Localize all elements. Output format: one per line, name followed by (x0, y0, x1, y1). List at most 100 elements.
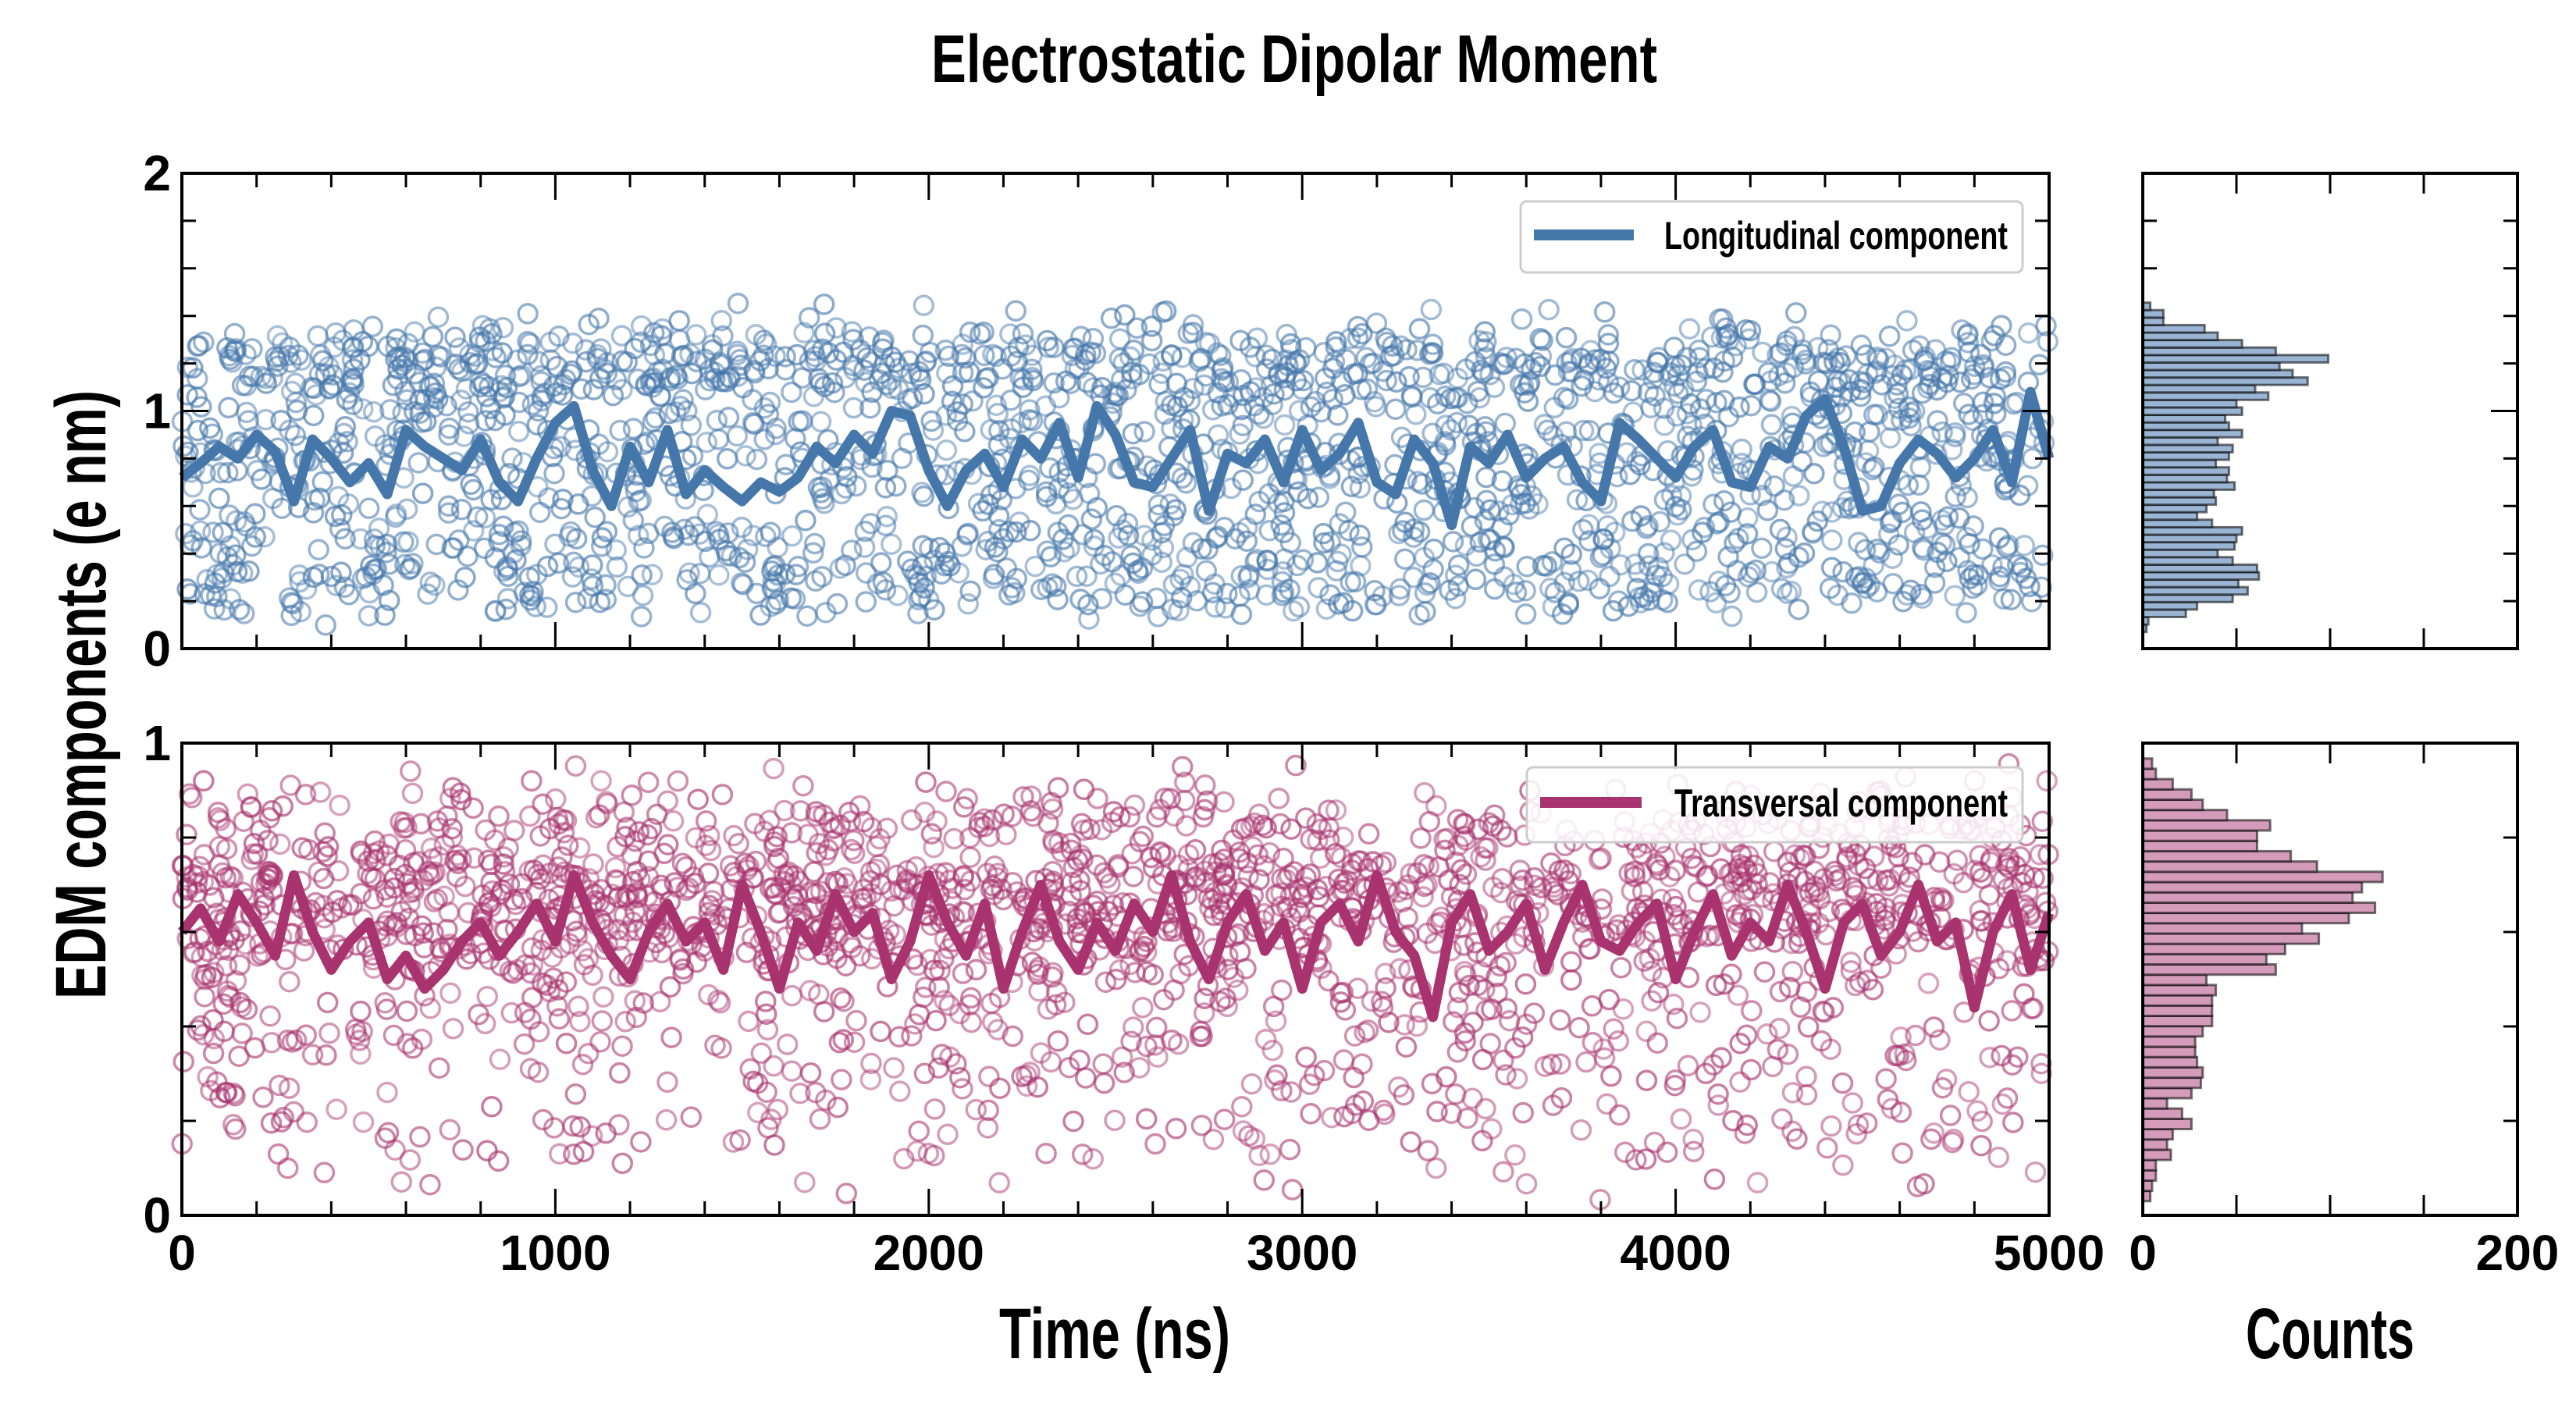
scatter-point (1408, 604, 1430, 626)
scatter-point (228, 1045, 250, 1067)
scatter-point (547, 552, 570, 574)
scatter-point (1891, 1142, 1913, 1165)
scatter-point (1670, 485, 1692, 507)
scatter-point (730, 354, 752, 376)
scatter-point (941, 390, 963, 413)
scatter-point (1076, 372, 1098, 393)
scatter-point (418, 865, 441, 887)
scatter-point (269, 833, 291, 855)
scatter-point (395, 923, 418, 945)
scatter-point (1713, 973, 1735, 995)
scatter-point (1595, 357, 1617, 379)
scatter-point (815, 1089, 837, 1112)
scatter-point (1811, 500, 1834, 522)
scatter-point (1971, 538, 1994, 560)
scatter-point (1676, 347, 1698, 368)
scatter-point (336, 430, 358, 453)
scatter-point (212, 862, 234, 884)
scatter-point (1357, 1019, 1379, 1041)
scatter-point (660, 1026, 682, 1048)
scatter-point (1939, 1104, 1962, 1126)
scatter-point (474, 507, 496, 529)
scatter-point (1498, 1009, 1521, 1032)
scatter-point (667, 770, 689, 792)
scatter-point (896, 869, 918, 891)
scatter-point (632, 585, 654, 606)
scatter-point (1881, 547, 1904, 569)
scatter-point (1888, 846, 1909, 868)
scatter-point (266, 325, 289, 347)
scatter-point (1905, 1024, 1927, 1047)
scatter-point (1663, 1074, 1686, 1097)
histogram-bar (2141, 942, 2286, 955)
scatter-point (2024, 1161, 2047, 1183)
scatter-point (1154, 787, 1176, 809)
scatter-point (501, 447, 523, 469)
scatter-point (635, 375, 657, 397)
scatter-point (423, 891, 446, 912)
scatter-point (1727, 528, 1749, 550)
scatter-point (596, 351, 618, 374)
scatter-point (247, 945, 269, 967)
scatter-point (1756, 1023, 1778, 1045)
scatter-point (1190, 1020, 1212, 1043)
scatter-point (853, 536, 876, 558)
scatter-point (1854, 857, 1877, 880)
scatter-point (337, 493, 360, 515)
scatter-point (913, 294, 935, 317)
scatter-point (1080, 508, 1103, 530)
scatter-point (1964, 859, 1986, 882)
scatter-point (1020, 785, 1042, 807)
histogram-bar (2141, 1138, 2169, 1151)
scatter-point (1265, 884, 1287, 906)
scatter-point (1631, 843, 1653, 865)
x-axis-label: Time (ns) (999, 1294, 1230, 1374)
scatter-point (1417, 1140, 1439, 1162)
scatter-point (1434, 385, 1457, 407)
histogram-bar (2141, 1004, 2214, 1017)
scatter-point (1907, 930, 1930, 953)
scatter-point (1746, 1172, 1769, 1193)
scatter-point (735, 941, 758, 963)
scatter-point (1845, 974, 1866, 997)
scatter-point (450, 389, 472, 411)
scatter-point (965, 959, 987, 981)
scatter-point (1080, 341, 1101, 363)
scatter-point (1692, 521, 1713, 544)
scatter-point (187, 1019, 209, 1041)
scatter-point (1306, 552, 1329, 574)
scatter-point (1389, 958, 1411, 980)
scatter-series (171, 292, 2059, 636)
scatter-point (624, 480, 647, 503)
scatter-point (315, 614, 336, 636)
scatter-point (1114, 584, 1137, 606)
scatter-point (1238, 564, 1260, 586)
scatter-point (407, 452, 429, 474)
scatter-point (1560, 560, 1582, 582)
scatter-point (1593, 301, 1616, 323)
scatter-point (938, 994, 960, 1016)
scatter-point (243, 832, 265, 855)
scatter-point (1413, 875, 1436, 898)
scatter-point (582, 379, 605, 400)
scatter-point (301, 1044, 324, 1066)
y-tick-label: 0 (143, 621, 171, 677)
scatter-point (344, 1019, 367, 1040)
scatter-point (1971, 1110, 1993, 1133)
scatter-point (236, 998, 258, 1021)
scatter-point (1572, 419, 1595, 442)
scatter-point (888, 357, 910, 379)
scatter-point (1996, 1087, 2019, 1109)
histogram-bar (2141, 1065, 2204, 1080)
scatter-point (1238, 1125, 1260, 1147)
scatter-point (1785, 302, 1807, 324)
scatter-point (1768, 1017, 1791, 1040)
scatter-point (1506, 1068, 1528, 1090)
scatter-point (390, 811, 411, 833)
scatter-point (1717, 546, 1739, 568)
scatter-point (532, 793, 553, 815)
scatter-point (943, 827, 965, 850)
scatter-point (622, 418, 645, 439)
scatter-point (935, 781, 957, 802)
scatter-point (246, 460, 269, 482)
